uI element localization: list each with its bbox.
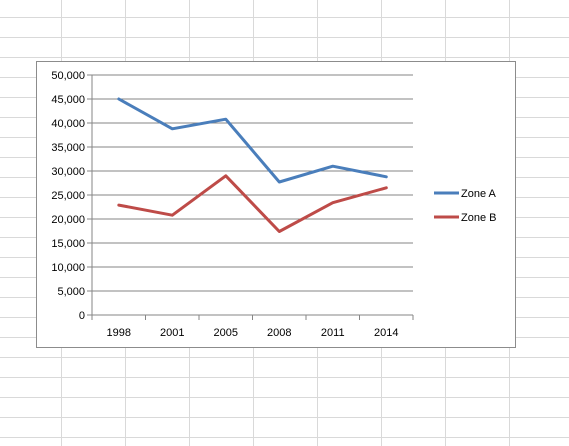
y-tick-label: 50,000 xyxy=(51,70,85,82)
y-tick-label: 40,000 xyxy=(51,118,85,130)
legend-label-zone-a: Zone A xyxy=(461,188,497,200)
y-tick-label: 45,000 xyxy=(51,94,85,106)
series-lines xyxy=(117,97,388,233)
y-tick-label: 15,000 xyxy=(51,238,85,250)
chart-area[interactable]: 0 5,000 10,000 15,000 20,000 25,000 30,000 35,0… xyxy=(36,61,516,348)
x-axis-tick-labels: 1998 2001 2005 2008 2011 2014 xyxy=(107,327,399,339)
y-tick-label: 20,000 xyxy=(51,214,85,226)
y-axis-tick-labels: 0 5,000 10,000 15,000 20,000 25,000 30,000 35,0… xyxy=(51,70,85,322)
y-tick-label: 0 xyxy=(79,310,85,322)
y-tick-label: 10,000 xyxy=(51,262,85,274)
series-line-zone-a xyxy=(117,97,388,184)
y-tick-label: 25,000 xyxy=(51,190,85,202)
legend-label-zone-b: Zone B xyxy=(461,212,496,224)
series-line-zone-b xyxy=(117,174,388,233)
x-tick-label: 2005 xyxy=(214,327,238,339)
axes xyxy=(87,74,414,320)
line-chart: 0 5,000 10,000 15,000 20,000 25,000 30,000 35,0… xyxy=(51,70,497,339)
legend: Zone A Zone B xyxy=(434,188,497,224)
y-tick-label: 35,000 xyxy=(51,142,85,154)
x-tick-label: 2014 xyxy=(374,327,398,339)
gridlines xyxy=(92,74,413,292)
x-tick-label: 2001 xyxy=(160,327,184,339)
x-tick-label: 2011 xyxy=(321,327,345,339)
x-tick-label: 1998 xyxy=(107,327,131,339)
y-tick-label: 30,000 xyxy=(51,166,85,178)
x-tick-label: 2008 xyxy=(267,327,291,339)
y-tick-label: 5,000 xyxy=(57,286,85,298)
